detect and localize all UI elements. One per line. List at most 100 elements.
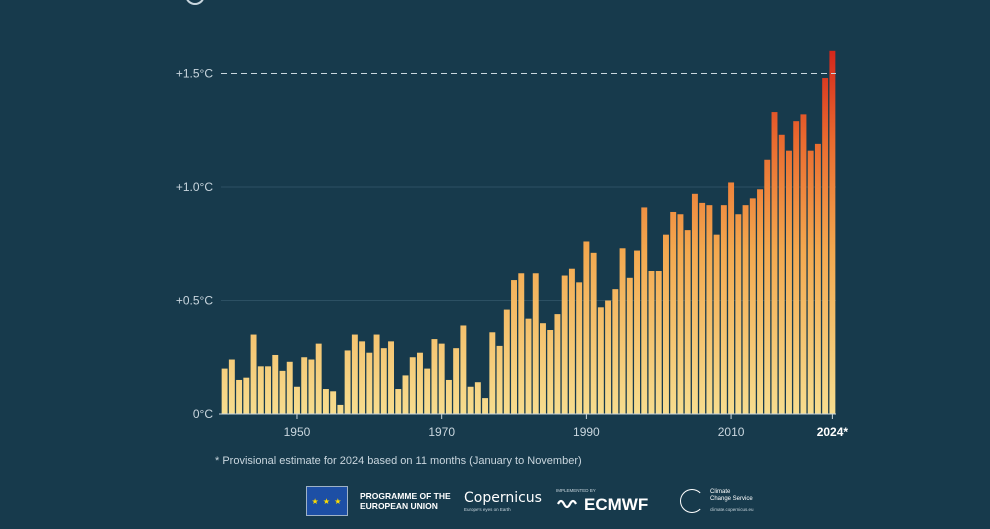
bar-1964 xyxy=(395,389,402,414)
bar-1958 xyxy=(351,334,358,414)
bar-1991 xyxy=(590,252,597,414)
bars-group xyxy=(221,50,836,415)
y-axis-tick-labels: 0°C +0.5°C +1.0°C +1.5°C xyxy=(176,67,213,422)
x-tick-label: 2024* xyxy=(817,425,849,439)
bar-1959 xyxy=(359,341,366,414)
bar-1972 xyxy=(453,348,460,414)
bar-2001 xyxy=(663,234,669,414)
bar-1955 xyxy=(330,391,337,414)
bar-2013 xyxy=(749,198,756,414)
bar-1992 xyxy=(597,307,604,414)
cropped-header xyxy=(185,0,745,6)
bar-1980 xyxy=(511,280,517,414)
ecmwf-logo[interactable]: IMPLEMENTED BY ECMWF xyxy=(556,485,666,517)
bar-1951 xyxy=(301,357,308,414)
bar-1987 xyxy=(561,275,568,414)
bar-2004 xyxy=(684,230,691,414)
copernicus-name: Copernicus xyxy=(464,490,542,506)
bar-1946 xyxy=(265,366,271,414)
bar-2011 xyxy=(735,214,742,414)
c3s-url: climate.copernicus.eu xyxy=(710,507,754,512)
bar-2016 xyxy=(771,112,778,414)
bar-1990 xyxy=(583,241,590,414)
bar-1973 xyxy=(460,325,467,414)
x-tick-label: 2010 xyxy=(718,425,745,439)
ecmwf-mark-icon xyxy=(557,499,577,509)
bar-1957 xyxy=(344,350,351,414)
bar-2018 xyxy=(786,150,792,414)
bar-1997 xyxy=(634,250,640,414)
bar-1967 xyxy=(417,352,423,414)
y-tick-label: +1.0°C xyxy=(176,180,213,194)
bar-1970 xyxy=(438,343,445,414)
bar-1947 xyxy=(272,354,279,414)
y-tick-label: +0.5°C xyxy=(176,294,213,308)
bar-1988 xyxy=(568,268,575,414)
x-tick-label: 1990 xyxy=(573,425,600,439)
bar-2015 xyxy=(764,159,771,414)
bar-2010 xyxy=(728,182,735,414)
copernicus-tagline: Europe's eyes on Earth xyxy=(464,507,511,512)
bar-2017 xyxy=(778,134,785,415)
bar-1982 xyxy=(525,318,532,414)
bar-2002 xyxy=(670,211,677,414)
bar-2008 xyxy=(713,234,720,414)
bar-2009 xyxy=(720,205,727,414)
x-tick-label: 1950 xyxy=(284,425,311,439)
bar-2012 xyxy=(742,205,749,414)
bar-1974 xyxy=(467,386,474,414)
bar-1986 xyxy=(554,314,561,414)
y-tick-label: 0°C xyxy=(193,407,213,421)
copernicus-logo[interactable]: Copernicus Europe's eyes on Earth xyxy=(464,485,542,517)
bar-1966 xyxy=(409,357,416,414)
bar-1993 xyxy=(605,300,612,414)
c3s-logo[interactable]: Climate Change Service climate.copernicu… xyxy=(680,485,754,517)
ecmwf-name: ECMWF xyxy=(584,495,649,514)
c3s-mark-icon xyxy=(680,489,704,513)
bar-1953 xyxy=(315,343,322,414)
bar-1984 xyxy=(540,323,546,414)
bar-1948 xyxy=(279,370,286,414)
bar-1943 xyxy=(243,377,250,414)
bar-1942 xyxy=(236,379,243,414)
footnote: * Provisional estimate for 2024 based on… xyxy=(215,455,582,467)
bar-1976 xyxy=(482,398,489,414)
eu-logo[interactable]: ★ ★ ★ PROGRAMME OF THE EUROPEAN UNION xyxy=(306,485,451,517)
bar-1949 xyxy=(286,361,293,414)
bar-1978 xyxy=(496,345,503,414)
c3s-line1: Climate xyxy=(710,489,731,495)
bar-1945 xyxy=(257,366,264,414)
eu-text-line1: PROGRAMME OF THE xyxy=(360,491,451,501)
ecmwf-implemented-by: IMPLEMENTED BY xyxy=(556,488,596,493)
bar-1969 xyxy=(431,339,438,414)
bar-1981 xyxy=(518,273,525,414)
bar-1968 xyxy=(424,368,431,414)
bar-1983 xyxy=(532,273,539,414)
bar-2024 xyxy=(829,50,836,415)
bar-2022 xyxy=(814,143,821,414)
bar-1994 xyxy=(612,289,619,414)
bar-1979 xyxy=(503,309,510,414)
bar-1940 xyxy=(221,368,228,414)
bar-1998 xyxy=(641,207,648,414)
bar-2005 xyxy=(691,193,698,414)
bar-1952 xyxy=(308,359,315,414)
x-axis-tick-labels: 1950 1970 1990 2010 2024* xyxy=(284,414,849,439)
bar-1950 xyxy=(294,386,300,414)
bar-1954 xyxy=(322,389,329,414)
bar-2003 xyxy=(677,214,684,414)
bar-1960 xyxy=(366,352,373,414)
bar-1977 xyxy=(489,332,496,414)
bar-1965 xyxy=(402,375,409,414)
bar-1999 xyxy=(648,270,655,414)
bar-2019 xyxy=(793,121,800,415)
bar-2023 xyxy=(822,78,829,414)
bar-2014 xyxy=(757,189,763,414)
bar-1996 xyxy=(626,277,633,414)
bar-1995 xyxy=(619,248,626,414)
bar-1961 xyxy=(373,334,380,414)
x-tick-label: 1970 xyxy=(428,425,455,439)
bar-1962 xyxy=(380,348,387,414)
bar-1971 xyxy=(445,379,452,414)
